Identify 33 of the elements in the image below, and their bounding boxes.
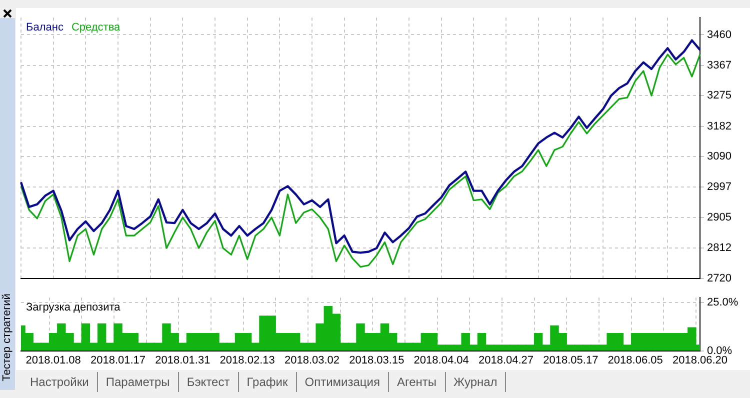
x-tick-label: 2018.03.15 <box>349 354 404 366</box>
text: Тестер стратегий <box>0 292 14 384</box>
y-tick-label: 3367 <box>707 59 732 72</box>
text: Журнал <box>446 372 506 392</box>
y-tick-label: 2720 <box>707 272 732 284</box>
x-tick-label: 2018.05.17 <box>543 354 598 366</box>
y-tick-label: 0.0% <box>707 344 732 357</box>
y-tick-label: 3090 <box>707 150 732 163</box>
x-tick-label: 2018.06.05 <box>608 354 663 366</box>
x-tick-label: 2018.03.02 <box>284 354 340 366</box>
x-tick-label: 2018.06.20 <box>672 354 728 366</box>
x-tick-label: 2018.04.04 <box>414 354 469 366</box>
x-tick-label: 2018.01.17 <box>90 354 146 366</box>
chart-title: Загрузка депозита <box>26 302 122 314</box>
text: Бэктест <box>178 372 239 392</box>
x-tick-label: 2018.01.08 <box>26 354 81 366</box>
x-tick-label: 2018.01.31 <box>155 354 210 366</box>
text: Оптимизация <box>296 372 389 392</box>
y-tick-label: 2812 <box>707 242 732 254</box>
text: График <box>238 372 297 392</box>
text: Агенты <box>388 372 446 392</box>
y-tick-label: 2997 <box>707 181 732 194</box>
y-tick-label: 3275 <box>707 90 732 102</box>
text: Настройки <box>22 372 98 392</box>
y-tick-label: 3460 <box>707 28 732 41</box>
text: Параметры <box>98 372 179 392</box>
x-tick-label: 2018.04.27 <box>478 354 534 366</box>
y-tick-label: 2905 <box>707 212 732 224</box>
x-tick-label: 2018.02.13 <box>220 354 275 366</box>
y-tick-label: 3182 <box>707 120 732 132</box>
text: Средства <box>71 22 122 34</box>
text: Баланс <box>26 22 64 34</box>
y-tick-label: 25.0% <box>707 296 738 308</box>
